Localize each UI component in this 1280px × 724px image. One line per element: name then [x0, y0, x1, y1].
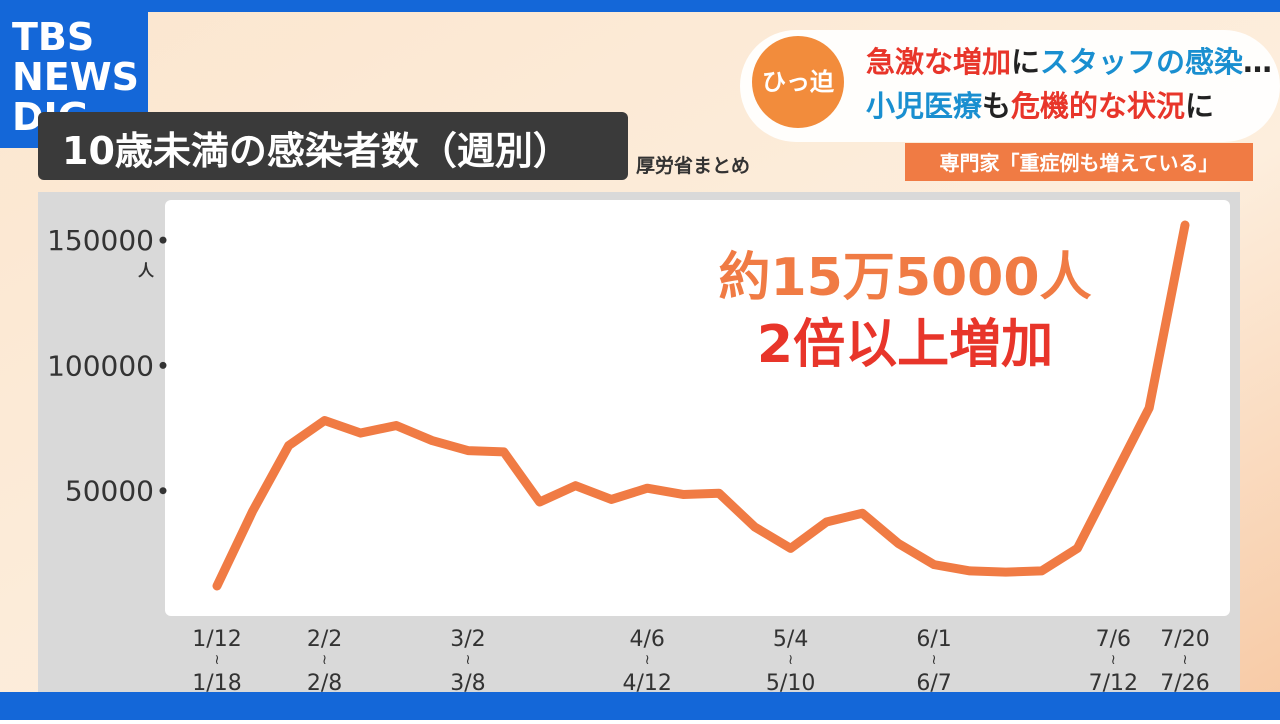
banner-badge: [752, 36, 844, 128]
x-tick-label: 5/4: [773, 627, 808, 652]
plot-area: [165, 200, 1230, 616]
y-unit: 人: [138, 261, 155, 280]
x-tick-label: ≀: [788, 652, 793, 668]
x-tick-label: ≀: [1182, 652, 1187, 668]
x-tick-label: 2/2: [307, 627, 342, 652]
tick-mark: [159, 236, 167, 244]
bottom-bar: [0, 692, 1280, 720]
annotation: 2倍以上増加: [757, 315, 1053, 375]
headline-part: 急激な増加: [866, 45, 1011, 79]
logo-text: TBS: [12, 15, 94, 59]
source: 厚労省まとめ: [636, 154, 750, 177]
headline: 小児医療も危機的な状況に: [866, 89, 1214, 123]
x-tick-label: 7/12: [1089, 671, 1138, 696]
x-tick-label: 1/18: [192, 671, 241, 696]
x-tick-label: ≀: [931, 652, 936, 668]
x-tick-label: 7/6: [1096, 627, 1131, 652]
headline-part: …: [1243, 45, 1272, 79]
headline-part: スタッフの感染: [1040, 45, 1243, 79]
x-tick-label: 2/8: [307, 671, 342, 696]
annotation: 約15万5000人: [718, 248, 1091, 308]
x-tick-label: ≀: [214, 652, 219, 668]
tick-mark: [159, 487, 167, 495]
headline-part: も: [982, 89, 1011, 123]
headline: 急激な増加にスタッフの感染…: [866, 45, 1272, 79]
y-tick-label: 150000: [47, 224, 154, 257]
headline-part: 小児医療: [866, 89, 983, 123]
x-tick-label: 6/1: [916, 627, 951, 652]
x-tick-label: 3/8: [450, 671, 485, 696]
x-tick-label: 7/26: [1160, 671, 1209, 696]
y-tick-label: 50000: [65, 475, 154, 508]
x-tick-label: ≀: [645, 652, 650, 668]
subheadline: 専門家「重症例も増えている」: [940, 151, 1219, 175]
data-line: [212, 220, 1190, 591]
chart-title: 10歳未満の感染者数（週別）: [62, 129, 571, 173]
headline-part: に: [1011, 45, 1040, 79]
y-tick-label: 100000: [47, 349, 154, 382]
x-tick-label: 4/6: [630, 627, 665, 652]
tick-mark: [159, 361, 167, 369]
x-tick-label: ≀: [1111, 652, 1116, 668]
x-tick-label: 1/12: [192, 627, 241, 652]
title-box: [38, 112, 628, 180]
x-tick-label: 4/12: [623, 671, 672, 696]
headline-part: 危機的な状況: [1011, 89, 1185, 123]
x-tick-label: ≀: [322, 652, 327, 668]
banner-box: [740, 30, 1280, 142]
x-tick-label: 7/20: [1160, 627, 1209, 652]
logo-text: NEWS: [12, 55, 139, 99]
x-tick-label: 6/7: [916, 671, 951, 696]
headline-part: に: [1185, 89, 1214, 123]
top-bar: [0, 0, 1280, 12]
x-tick-label: 3/2: [450, 627, 485, 652]
x-tick-label: 5/10: [766, 671, 815, 696]
banner-tag: ひっ迫: [762, 68, 835, 96]
subheadline-box: [905, 143, 1253, 181]
x-tick-label: ≀: [465, 652, 470, 668]
